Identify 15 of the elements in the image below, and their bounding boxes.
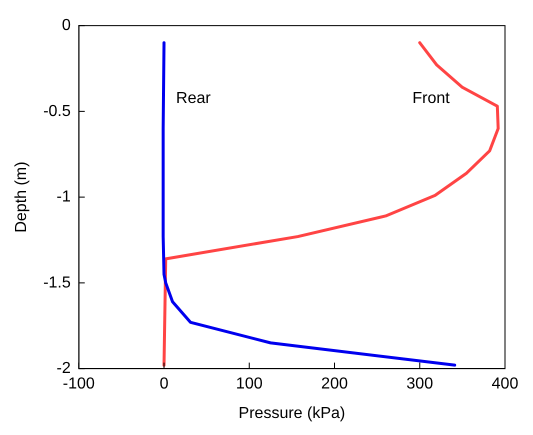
x-tick-label: 200 bbox=[321, 376, 348, 393]
y-tick-label: -1.5 bbox=[43, 274, 71, 292]
x-tick-label: 300 bbox=[406, 376, 434, 393]
x-tick-label: 100 bbox=[236, 376, 263, 393]
y-tick-label: -2 bbox=[56, 360, 71, 378]
series-label: Rear bbox=[176, 90, 212, 108]
y-tick-label: -0.5 bbox=[43, 102, 71, 120]
x-tick-label: -100 bbox=[62, 376, 95, 393]
y-tick-label: 0 bbox=[62, 17, 71, 34]
y-tick-label: -1 bbox=[56, 188, 71, 206]
x-tick-label: 400 bbox=[492, 376, 518, 393]
x-axis-title: Pressure (kPa) bbox=[238, 404, 346, 422]
x-tick-label: 0 bbox=[160, 376, 169, 393]
series-label: Front bbox=[412, 90, 450, 108]
y-axis-title: Depth (m) bbox=[13, 162, 30, 233]
